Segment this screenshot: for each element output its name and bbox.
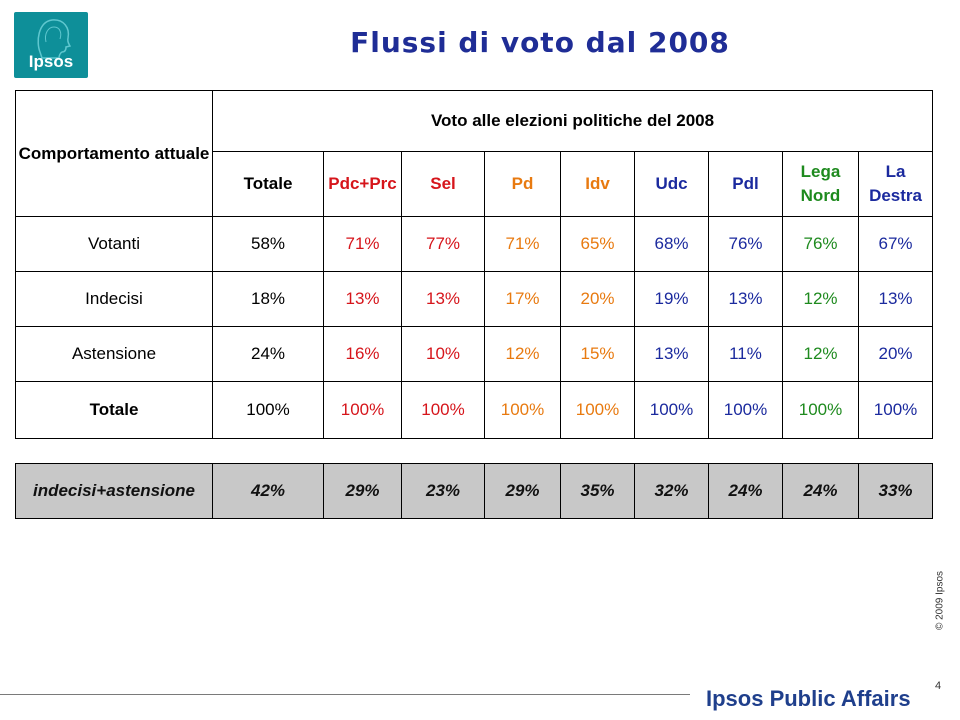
table-cell: 100%: [560, 381, 635, 439]
row-label: Totale: [15, 381, 213, 439]
column-header-0: Totale: [212, 151, 324, 217]
column-header-3: Pd: [484, 151, 561, 217]
column-header-5: Udc: [634, 151, 709, 217]
table-cell: 100%: [323, 381, 402, 439]
table-cell: 100%: [708, 381, 783, 439]
table-cell: 10%: [401, 326, 485, 382]
table-cell: 20%: [560, 271, 635, 327]
behavior-header: Comportamento attuale: [15, 90, 213, 217]
table-cell: 100%: [857, 381, 934, 439]
table-cell: 71%: [484, 216, 561, 272]
table-cell: 71%: [323, 216, 402, 272]
summary-cell: 24%: [782, 463, 859, 519]
vote-header: Voto alle elezioni politiche del 2008: [211, 90, 934, 152]
summary-cell: 33%: [858, 463, 933, 519]
table-cell: 13%: [857, 271, 934, 327]
column-header-6: Pdl: [708, 151, 783, 217]
table-cell: 12%: [782, 271, 859, 327]
table-cell: 20%: [857, 326, 934, 382]
table-cell: 58%: [212, 216, 324, 272]
row-label: Votanti: [15, 216, 213, 272]
table-cell: 77%: [401, 216, 485, 272]
table-cell: 12%: [782, 326, 859, 382]
summary-cell: 35%: [560, 463, 635, 519]
table-cell: 100%: [484, 381, 561, 439]
table-cell: 76%: [708, 216, 783, 272]
summary-label: indecisi+astensione: [15, 463, 213, 519]
page-title: Flussi di voto dal 2008: [350, 26, 730, 59]
table-cell: 13%: [401, 271, 485, 327]
column-header-1: Pdc+Prc: [323, 151, 402, 217]
vote-flow-table: Comportamento attuale Voto alle elezioni…: [15, 90, 934, 439]
logo-text: Ipsos: [28, 52, 74, 71]
brand-name: Ipsos Public Affairs: [706, 686, 911, 711]
summary-table: indecisi+astensione 42% 29% 23% 29% 35% 32% 24%…: [15, 463, 933, 519]
table-cell: 67%: [857, 216, 934, 272]
column-header-8: La Destra: [857, 151, 934, 217]
table-cell: 13%: [708, 271, 783, 327]
table-cell: 65%: [560, 216, 635, 272]
table-cell: 15%: [560, 326, 635, 382]
summary-cell: 29%: [484, 463, 561, 519]
table-cell: 68%: [634, 216, 709, 272]
summary-cell: 42%: [212, 463, 324, 519]
table-cell: 13%: [323, 271, 402, 327]
table-cell: 17%: [484, 271, 561, 327]
summary-cell: 24%: [708, 463, 783, 519]
table-cell: 12%: [484, 326, 561, 382]
table-cell: 16%: [323, 326, 402, 382]
ipsos-logo: Ipsos: [14, 12, 88, 78]
row-label: Indecisi: [15, 271, 213, 327]
table-cell: 100%: [634, 381, 709, 439]
summary-cell: 29%: [323, 463, 402, 519]
table-cell: 100%: [401, 381, 485, 439]
head-silhouette-icon: [37, 19, 72, 59]
column-header-4: Idv: [560, 151, 635, 217]
table-cell: 11%: [708, 326, 783, 382]
page-number: 4: [934, 680, 942, 692]
summary-cell: 23%: [401, 463, 485, 519]
table-cell: 100%: [212, 381, 324, 439]
copyright-note: © 2009 Ipsos: [934, 570, 946, 631]
table-cell: 18%: [212, 271, 324, 327]
table-cell: 13%: [634, 326, 709, 382]
table-cell: 24%: [212, 326, 324, 382]
table-cell: 100%: [782, 381, 859, 439]
footer-divider: [0, 694, 690, 695]
row-label: Astensione: [15, 326, 213, 382]
summary-cell: 32%: [634, 463, 709, 519]
column-header-2: Sel: [401, 151, 485, 217]
table-cell: 19%: [634, 271, 709, 327]
table-cell: 76%: [782, 216, 859, 272]
column-header-7: Lega Nord: [782, 151, 859, 217]
